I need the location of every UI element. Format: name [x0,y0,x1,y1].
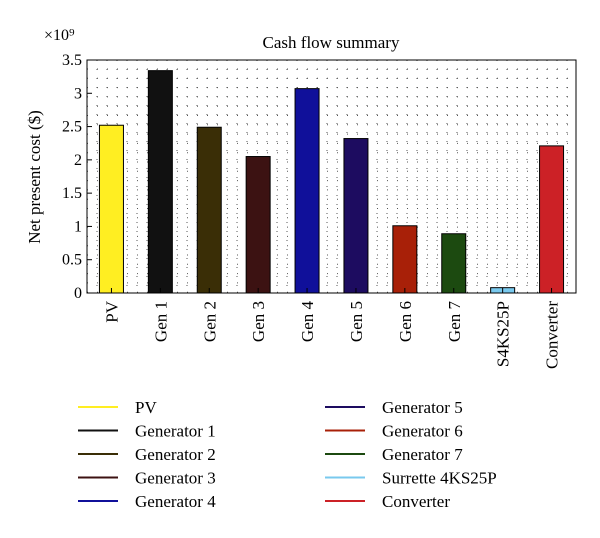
x-tick-label: Converter [543,301,562,369]
bar-gen-6 [392,225,418,294]
legend-label: Generator 7 [382,445,463,464]
y-tick-label: 2.5 [62,119,82,136]
legend-label: Converter [382,492,450,511]
x-tick-label: Gen 3 [249,301,268,342]
legend-label: Generator 4 [135,492,216,511]
x-tick-label: Gen 2 [200,301,219,342]
legend-label: Generator 3 [135,469,216,488]
x-axis: PV Gen 1 Gen 2 Gen 3 Gen 4 Gen 5 Gen 6 Gen 7 S4K… [102,288,562,369]
legend-label: PV [135,398,157,417]
bar-gen-1 [147,70,173,294]
y-tick-label: 0 [74,285,82,302]
x-tick-label: Gen 6 [396,301,415,342]
plot-frame [86,59,577,294]
y-tick-label: 0.5 [62,252,82,269]
x-tick-label: PV [102,300,121,322]
y-tick-label: 1.5 [62,185,82,202]
bar-gen-3 [245,156,271,294]
y-tick-label: 3 [74,85,82,102]
bar-pv [98,124,124,294]
legend-label: Generator 1 [135,422,216,441]
y-tick-label: 2 [74,152,82,169]
bar-converter [539,145,565,294]
bar-gen-5 [343,138,369,294]
y-multiplier: ×10⁹ [44,27,75,44]
x-tick-label: Gen 7 [445,301,464,343]
legend: PV Generator 1 Generator 2 Generator 3 Gener… [78,398,497,511]
legend-label: Generator 5 [382,398,463,417]
legend-label: Surrette 4KS25P [382,469,497,488]
x-tick-label: S4KS25P [494,301,513,367]
x-tick-label: Gen 4 [298,301,317,343]
y-tick-label: 3.5 [62,52,82,69]
x-tick-label: Gen 5 [347,301,366,342]
x-tick-label: Gen 1 [151,301,170,342]
bar-gen-2 [196,126,222,294]
chart-title: Cash flow summary [263,33,400,52]
legend-label: Generator 6 [382,422,463,441]
bar-gen-7 [441,233,467,294]
y-axis-label: Net present cost ($) [25,110,44,244]
bars [98,70,565,294]
bar-gen-4 [294,88,320,294]
y-axis: 0 0.5 1 1.5 2 2.5 3 3.5 [62,52,92,302]
legend-label: Generator 2 [135,445,216,464]
y-tick-label: 1 [74,218,82,235]
